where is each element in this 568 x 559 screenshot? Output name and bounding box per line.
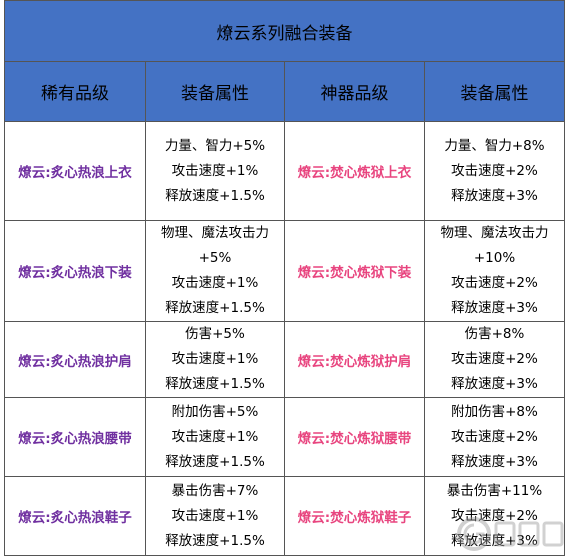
header-row: 稀有品级 装备属性 神器品级 装备属性 (4, 61, 565, 122)
artifact-item-name: 燎云:焚心炼狱腰带 (284, 397, 425, 477)
artifact-item-attributes: 暴击伤害+11% 攻击速度+2% 释放速度+3% (424, 476, 565, 556)
attr-line: 释放速度+1.5% (165, 300, 265, 316)
artifact-item-name: 燎云:焚心炼狱鞋子 (284, 476, 425, 556)
artifact-item-attributes: 附加伤害+8% 攻击速度+2% 释放速度+3% (424, 397, 565, 477)
attr-line: 攻击速度+2% (451, 275, 538, 291)
artifact-item-attributes: 力量、智力+8% 攻击速度+2% 释放速度+3% (424, 121, 565, 221)
watermark-logo (454, 513, 566, 555)
attr-line: 暴击伤害+7% (171, 482, 259, 499)
attr-line: 释放速度+3% (451, 532, 538, 549)
rare-item-name: 燎云:炙心热浪鞋子 (4, 476, 146, 556)
rare-item-name: 燎云:炙心热浪护肩 (4, 321, 146, 398)
attr-line: 攻击速度+1% (171, 507, 259, 524)
attr-line: 释放速度+3% (451, 376, 538, 392)
attr-line: 攻击速度+2% (451, 351, 538, 367)
rare-item-attributes: 暴击伤害+7% 攻击速度+1% 释放速度+1.5% (145, 476, 285, 556)
equipment-table: 燎云系列融合装备 稀有品级 装备属性 神器品级 装备属性 燎云:炙心热浪上衣 力… (4, 0, 565, 556)
attr-line: +5% (198, 250, 232, 266)
rare-item-attributes: 物理、魔法攻击力 +5% 攻击速度+1% 释放速度+1.5% (145, 220, 285, 322)
rare-item-attributes: 附加伤害+5% 攻击速度+1% 释放速度+1.5% (145, 397, 285, 477)
attr-line: 攻击速度+2% (451, 507, 538, 524)
attr-line: 释放速度+1.5% (165, 376, 265, 392)
table-row: 燎云:炙心热浪护肩 伤害+5% 攻击速度+1% 释放速度+1.5% 燎云:焚心炼… (4, 321, 565, 398)
header-rare-attributes: 装备属性 (145, 61, 285, 122)
attr-line: 释放速度+3% (451, 187, 538, 204)
rare-item-attributes: 伤害+5% 攻击速度+1% 释放速度+1.5% (145, 321, 285, 398)
artifact-item-name: 燎云:焚心炼狱上衣 (284, 121, 425, 221)
attr-line: 物理、魔法攻击力 (161, 225, 269, 241)
attr-line: 攻击速度+1% (171, 275, 259, 291)
table-row: 燎云:炙心热浪下装 物理、魔法攻击力 +5% 攻击速度+1% 释放速度+1.5%… (4, 220, 565, 322)
watermark-icon (457, 517, 564, 551)
attr-line: 暴击伤害+11% (446, 482, 543, 499)
attr-line: 附加伤害+5% (171, 403, 259, 420)
attr-line: +10% (473, 250, 516, 266)
attr-line: 释放速度+1.5% (165, 453, 265, 470)
artifact-item-name: 燎云:焚心炼狱下装 (284, 220, 425, 322)
attr-line: 攻击速度+1% (171, 428, 259, 445)
attr-line: 力量、智力+8% (444, 137, 545, 154)
attr-line: 释放速度+1.5% (165, 187, 265, 204)
attr-line: 伤害+8% (464, 326, 525, 342)
header-artifact-attributes: 装备属性 (424, 61, 565, 122)
rare-item-name: 燎云:炙心热浪上衣 (4, 121, 146, 221)
attr-line: 物理、魔法攻击力 (440, 225, 549, 241)
rare-item-name: 燎云:炙心热浪下装 (4, 220, 146, 322)
attr-line: 攻击速度+1% (171, 162, 259, 179)
attr-line: 攻击速度+1% (171, 351, 259, 367)
artifact-item-attributes: 伤害+8% 攻击速度+2% 释放速度+3% (424, 321, 565, 398)
attr-line: 附加伤害+8% (451, 403, 538, 420)
header-rare-grade: 稀有品级 (4, 61, 146, 122)
table-title: 燎云系列融合装备 (4, 0, 565, 62)
attr-line: 伤害+5% (185, 326, 245, 342)
attr-line: 力量、智力+5% (164, 137, 266, 154)
table-row: 燎云:炙心热浪上衣 力量、智力+5% 攻击速度+1% 释放速度+1.5% 燎云:… (4, 121, 565, 221)
attr-line: 攻击速度+2% (451, 428, 538, 445)
table-row: 燎云:炙心热浪腰带 附加伤害+5% 攻击速度+1% 释放速度+1.5% 燎云:焚… (4, 397, 565, 477)
attr-line: 攻击速度+2% (451, 162, 538, 179)
table-row: 燎云:炙心热浪鞋子 暴击伤害+7% 攻击速度+1% 释放速度+1.5% 燎云:焚… (4, 476, 565, 556)
attr-line: 释放速度+1.5% (165, 532, 265, 549)
rare-item-attributes: 力量、智力+5% 攻击速度+1% 释放速度+1.5% (145, 121, 285, 221)
artifact-item-name: 燎云:焚心炼狱护肩 (284, 321, 425, 398)
attr-line: 释放速度+3% (451, 453, 538, 470)
rare-item-name: 燎云:炙心热浪腰带 (4, 397, 146, 477)
artifact-item-attributes: 物理、魔法攻击力 +10% 攻击速度+2% 释放速度+3% (424, 220, 565, 322)
header-artifact-grade: 神器品级 (284, 61, 425, 122)
attr-line: 释放速度+3% (451, 300, 538, 316)
